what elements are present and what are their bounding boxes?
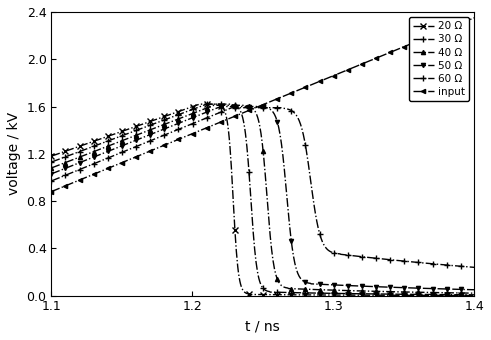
40 Ω bbox=[471, 291, 477, 295]
20 Ω bbox=[331, 293, 337, 297]
Line: 50 Ω: 50 Ω bbox=[49, 104, 476, 292]
60 Ω bbox=[49, 179, 55, 183]
60 Ω bbox=[299, 124, 304, 129]
30 Ω bbox=[299, 291, 304, 295]
30 Ω bbox=[204, 102, 210, 106]
20 Ω bbox=[367, 293, 373, 297]
50 Ω bbox=[218, 104, 224, 108]
30 Ω bbox=[157, 119, 163, 123]
input bbox=[331, 73, 337, 78]
40 Ω bbox=[123, 137, 129, 141]
Line: 40 Ω: 40 Ω bbox=[49, 103, 476, 295]
Line: 30 Ω: 30 Ω bbox=[49, 101, 477, 298]
60 Ω bbox=[331, 251, 337, 255]
50 Ω bbox=[367, 285, 373, 289]
50 Ω bbox=[49, 172, 55, 176]
20 Ω bbox=[157, 116, 163, 120]
20 Ω bbox=[241, 289, 246, 293]
Line: input: input bbox=[49, 16, 476, 194]
20 Ω bbox=[471, 293, 477, 298]
20 Ω bbox=[49, 154, 55, 158]
30 Ω bbox=[471, 293, 477, 297]
30 Ω bbox=[367, 292, 373, 296]
60 Ω bbox=[229, 106, 235, 110]
Line: 20 Ω: 20 Ω bbox=[49, 101, 477, 298]
30 Ω bbox=[49, 160, 55, 164]
60 Ω bbox=[123, 149, 129, 153]
40 Ω bbox=[299, 287, 304, 291]
20 Ω bbox=[123, 128, 129, 132]
Legend: 20 Ω, 30 Ω, 40 Ω, 50 Ω, 60 Ω, input: 20 Ω, 30 Ω, 40 Ω, 50 Ω, 60 Ω, input bbox=[409, 17, 469, 101]
40 Ω bbox=[211, 103, 217, 107]
20 Ω bbox=[299, 293, 304, 297]
30 Ω bbox=[241, 119, 246, 123]
Line: 60 Ω: 60 Ω bbox=[49, 105, 477, 270]
40 Ω bbox=[367, 289, 373, 293]
60 Ω bbox=[157, 135, 163, 139]
input bbox=[157, 145, 163, 149]
50 Ω bbox=[241, 104, 246, 108]
X-axis label: t / ns: t / ns bbox=[246, 319, 280, 333]
50 Ω bbox=[331, 283, 337, 287]
60 Ω bbox=[241, 106, 246, 110]
50 Ω bbox=[123, 142, 129, 146]
input bbox=[471, 16, 477, 20]
50 Ω bbox=[471, 288, 477, 292]
input bbox=[123, 159, 129, 163]
30 Ω bbox=[123, 132, 129, 136]
40 Ω bbox=[331, 288, 337, 292]
Y-axis label: voltage / kV: voltage / kV bbox=[7, 112, 21, 196]
60 Ω bbox=[471, 265, 477, 269]
input bbox=[298, 87, 303, 91]
60 Ω bbox=[367, 256, 373, 260]
40 Ω bbox=[49, 166, 55, 170]
50 Ω bbox=[157, 129, 163, 133]
20 Ω bbox=[197, 102, 203, 106]
30 Ω bbox=[331, 291, 337, 295]
40 Ω bbox=[241, 103, 246, 107]
50 Ω bbox=[299, 277, 304, 281]
40 Ω bbox=[157, 124, 163, 128]
input bbox=[240, 111, 246, 115]
input bbox=[49, 190, 55, 194]
input bbox=[367, 59, 373, 63]
